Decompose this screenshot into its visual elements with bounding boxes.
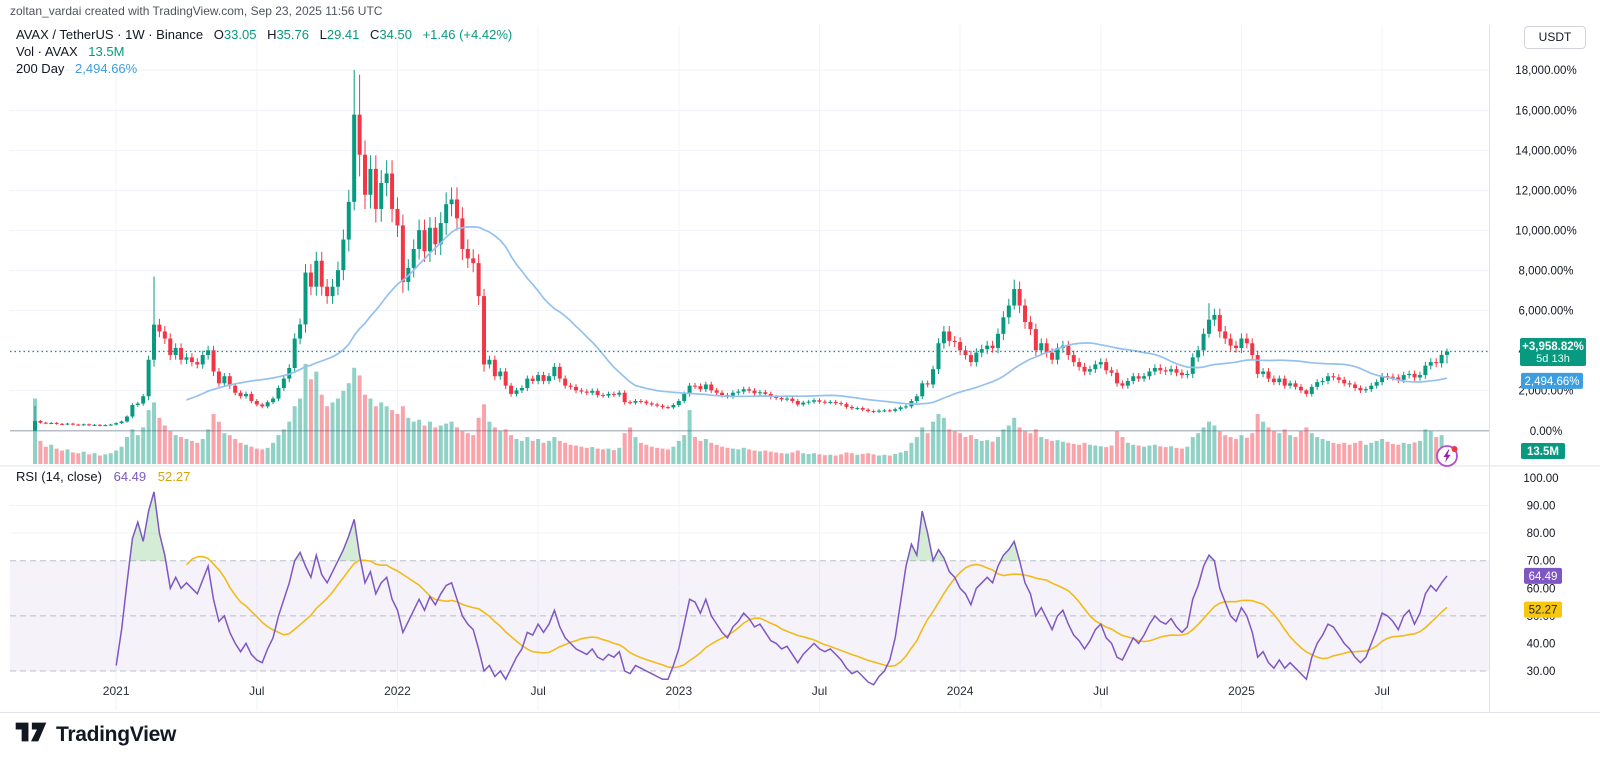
ma-value: 2,494.66%	[75, 61, 138, 76]
time-axis-labels[interactable]: 2021 Jul 2022 Jul 2023 Jul 2024 Jul 2025 Jul	[103, 684, 1390, 698]
svg-text:14,000.00%: 14,000.00%	[1515, 145, 1576, 157]
svg-text:2023: 2023	[665, 684, 692, 698]
grid-layer	[10, 25, 1489, 710]
rsi-value: 64.49	[113, 469, 147, 484]
svg-text:2022: 2022	[384, 684, 411, 698]
volume-value: 13.5M	[88, 44, 125, 59]
svg-text:70.00: 70.00	[1527, 556, 1556, 568]
svg-text:Jul: Jul	[1093, 684, 1108, 698]
svg-text:10,000.00%: 10,000.00%	[1515, 225, 1576, 237]
volume-legend-row[interactable]: Vol · AVAX 13.5M	[16, 43, 512, 60]
ma-badge	[1521, 372, 1583, 389]
svg-text:2021: 2021	[103, 684, 130, 698]
svg-text:64.49: 64.49	[1529, 571, 1558, 583]
svg-text:16,000.00%: 16,000.00%	[1515, 105, 1576, 117]
svg-text:2025: 2025	[1228, 684, 1255, 698]
symbol-title[interactable]: AVAX / TetherUS · 1W · Binance	[16, 27, 204, 42]
svg-text:90.00: 90.00	[1527, 501, 1556, 513]
volume-badge	[1521, 443, 1565, 459]
svg-text:5d 13h: 5d 13h	[1536, 353, 1570, 365]
svg-text:Jul: Jul	[812, 684, 827, 698]
svg-text:8,000.00%: 8,000.00%	[1519, 266, 1574, 278]
tradingview-logo-icon	[14, 720, 48, 749]
symbol-ohlc-row[interactable]: AVAX / TetherUS · 1W · Binance O33.05 H3…	[16, 26, 512, 43]
currency-unit-button[interactable]: USDT	[1524, 26, 1586, 49]
svg-text:80.00: 80.00	[1527, 528, 1556, 540]
candles-layer	[33, 69, 1450, 432]
ma-legend-row[interactable]: 200 Day 2,494.66%	[16, 60, 512, 77]
rsi-badge	[1524, 567, 1562, 584]
svg-text:18,000.00%: 18,000.00%	[1515, 65, 1576, 77]
rsi-ma-badge	[1524, 601, 1562, 618]
rsi-ma-value: 52.27	[157, 469, 191, 484]
pane-separators[interactable]	[0, 25, 1600, 713]
tradingview-footer[interactable]: TradingView	[14, 720, 176, 749]
high-value: H35.76	[267, 27, 309, 42]
svg-text:100.00: 100.00	[1523, 473, 1558, 485]
svg-text:Jul: Jul	[249, 684, 264, 698]
svg-text:2,494.66%: 2,494.66%	[1525, 376, 1580, 388]
svg-text:60.00: 60.00	[1527, 583, 1556, 595]
svg-text:Jul: Jul	[1374, 684, 1389, 698]
svg-text:2024: 2024	[947, 684, 974, 698]
tradingview-brand-text: TradingView	[56, 722, 177, 746]
flash-boost-icon-svg	[1436, 445, 1458, 467]
flash-boost-icon[interactable]	[1434, 443, 1460, 469]
price-badge	[1520, 337, 1586, 366]
volume-layer	[33, 363, 1450, 464]
open-value: O33.05	[213, 27, 257, 42]
symbol-legend[interactable]: AVAX / TetherUS · 1W · Binance O33.05 H3…	[16, 26, 512, 77]
svg-text:0.00%: 0.00%	[1530, 426, 1563, 438]
svg-text:13.5M: 13.5M	[1527, 446, 1559, 458]
low-value: L29.41	[319, 27, 360, 42]
volume-label: Vol · AVAX	[16, 44, 78, 59]
rsi-ma-line	[185, 555, 1448, 669]
rsi-legend-row[interactable]: RSI (14, close) 64.49 52.27	[16, 469, 190, 484]
svg-text:Jul: Jul	[530, 684, 545, 698]
rsi-band-layer	[10, 505, 1489, 672]
rsi-label: RSI (14, close)	[16, 469, 102, 484]
rsi-line	[115, 491, 1448, 686]
svg-text:40.00: 40.00	[1527, 638, 1556, 650]
svg-text:6,000.00%: 6,000.00%	[1519, 306, 1574, 318]
svg-text:30.00: 30.00	[1527, 666, 1556, 678]
svg-text:+3,958.82%: +3,958.82%	[1522, 341, 1584, 353]
change-value: +1.46 (+4.42%)	[422, 27, 513, 42]
svg-text:12,000.00%: 12,000.00%	[1515, 185, 1576, 197]
ma-label: 200 Day	[16, 61, 65, 76]
ma200-line	[186, 226, 1448, 405]
attribution-text: zoltan_vardai created with TradingView.c…	[10, 4, 383, 18]
svg-text:52.27: 52.27	[1529, 605, 1558, 617]
close-value: C34.50	[370, 27, 412, 42]
